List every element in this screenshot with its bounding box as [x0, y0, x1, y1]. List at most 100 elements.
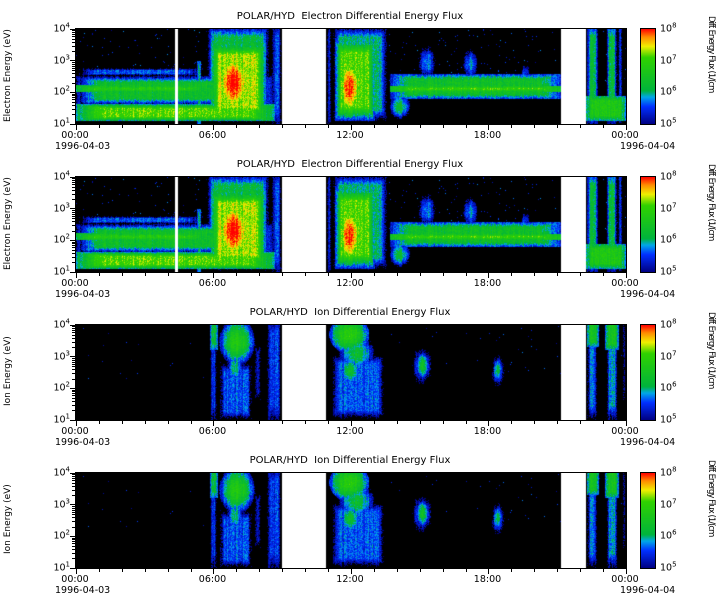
panel-title: POLAR/HYD Ion Differential Energy Flux: [249, 455, 451, 466]
tick-mark: [557, 273, 559, 276]
colorbar-tick-label: 108: [660, 317, 677, 331]
colorbar-tick-label: 108: [660, 465, 677, 479]
tick-mark: [72, 410, 75, 412]
y-tick-label: 103: [53, 496, 70, 511]
date-label-right: 1996-04-04: [620, 289, 676, 300]
tick-mark: [190, 569, 192, 572]
x-tick-label: 12:00: [336, 278, 364, 289]
tick-mark: [72, 395, 75, 397]
tick-mark: [72, 82, 75, 84]
colorbar-tick-label: 106: [660, 232, 677, 246]
y-tick-label: 102: [53, 528, 70, 542]
tick-mark: [70, 91, 75, 93]
spectrogram-plot-area: [70, 324, 627, 426]
x-axis-tick-labels: 00:00 06:00 12:00 18:00 00:00: [61, 574, 638, 586]
colorbar-tick-label: 105: [660, 116, 677, 130]
tick-mark: [72, 477, 75, 479]
x-axis-tick-labels: 00:00 06:00 12:00 18:00 00:00: [61, 278, 638, 290]
tick-mark: [98, 421, 100, 424]
tick-mark: [72, 262, 75, 264]
tick-mark: [72, 41, 75, 43]
tick-mark: [534, 569, 536, 572]
tick-mark: [442, 125, 444, 128]
tick-mark: [373, 569, 375, 572]
tick-mark: [72, 404, 75, 406]
tick-mark: [70, 504, 75, 506]
y-tick-label: 102: [53, 380, 70, 394]
colorbar-gradient: [640, 324, 656, 421]
tick-mark: [442, 273, 444, 276]
polar-hydra-flux-page: { "page": { "background": "#ffffff" }, "…: [3, 11, 716, 596]
tick-mark: [72, 73, 75, 75]
x-tick-label: 18:00: [473, 278, 502, 289]
colorbar-gradient: [640, 472, 656, 569]
tick-mark: [72, 65, 75, 67]
date-label-left: 1996-04-03: [55, 289, 111, 300]
tick-mark: [72, 511, 75, 513]
y-tick-label: 104: [53, 169, 70, 183]
tick-mark: [70, 324, 75, 326]
y-axis-label: Ion Energy (eV): [3, 484, 13, 555]
tick-mark: [72, 241, 75, 243]
tick-mark: [580, 125, 582, 128]
x-tick-label: 00:00: [61, 278, 89, 289]
tick-mark: [396, 569, 398, 572]
panel-title: POLAR/HYD Electron Differential Energy F…: [236, 11, 464, 22]
tick-mark: [72, 369, 75, 371]
tick-mark: [72, 36, 75, 38]
tick-mark: [70, 123, 75, 125]
tick-mark: [72, 180, 75, 182]
tick-mark: [465, 273, 467, 276]
y-tick-label: 101: [53, 264, 70, 278]
tick-mark: [167, 421, 169, 424]
tick-mark: [511, 569, 513, 572]
tick-mark: [144, 273, 146, 276]
y-tick-label: 104: [53, 317, 70, 331]
tick-mark: [144, 569, 146, 572]
tick-mark: [259, 569, 261, 572]
x-tick-label: 00:00: [611, 130, 639, 141]
tick-mark: [282, 569, 284, 572]
tick-mark: [72, 114, 75, 116]
x-tick-label: 12:00: [336, 130, 364, 141]
tick-mark: [603, 273, 605, 276]
tick-mark: [75, 125, 77, 130]
spectrogram-canvas: [76, 177, 626, 272]
tick-mark: [488, 125, 489, 130]
y-tick-label: 101: [53, 412, 70, 426]
tick-mark: [190, 125, 192, 128]
tick-mark: [75, 273, 77, 278]
tick-mark: [511, 273, 513, 276]
date-label-left: 1996-04-03: [55, 437, 111, 448]
colorbar-tick-label: 108: [660, 169, 677, 183]
x-tick-label: 18:00: [473, 426, 502, 437]
tick-mark: [72, 480, 75, 482]
tick-mark: [419, 421, 421, 424]
tick-mark: [72, 359, 75, 361]
y-tick-label: 104: [53, 465, 70, 479]
tick-mark: [213, 125, 214, 130]
tick-mark: [72, 400, 75, 402]
tick-mark: [72, 70, 75, 72]
tick-mark: [144, 125, 146, 128]
tick-mark: [72, 95, 75, 97]
tick-mark: [488, 569, 489, 574]
tick-mark: [72, 108, 75, 110]
tick-mark: [70, 356, 75, 358]
tick-mark: [167, 569, 169, 572]
tick-mark: [72, 211, 75, 213]
tick-mark: [75, 421, 77, 426]
tick-mark: [488, 421, 489, 426]
tick-mark: [396, 273, 398, 276]
tick-mark: [580, 569, 582, 572]
colorbar-tick-labels: 105 106 107 108: [640, 465, 700, 572]
tick-mark: [442, 569, 444, 572]
x-tick-label: 00:00: [61, 574, 89, 585]
tick-mark: [511, 421, 513, 424]
x-tick-label: 12:00: [336, 426, 364, 437]
tick-mark: [72, 489, 75, 491]
tick-mark: [72, 485, 75, 487]
tick-mark: [373, 273, 375, 276]
tick-mark: [625, 569, 627, 574]
tick-mark: [373, 125, 375, 128]
